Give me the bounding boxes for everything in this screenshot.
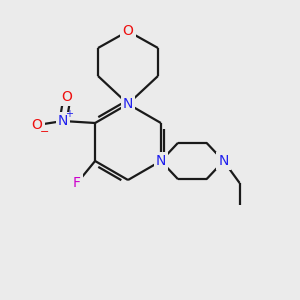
Text: −: − [39,127,49,137]
Text: N: N [58,114,68,128]
Text: O: O [62,90,73,104]
Text: N: N [218,154,229,168]
Text: O: O [32,118,43,132]
Text: O: O [123,24,134,38]
Text: N: N [156,154,166,168]
Text: N: N [123,97,133,111]
Text: +: + [65,109,73,119]
Text: F: F [73,176,81,190]
